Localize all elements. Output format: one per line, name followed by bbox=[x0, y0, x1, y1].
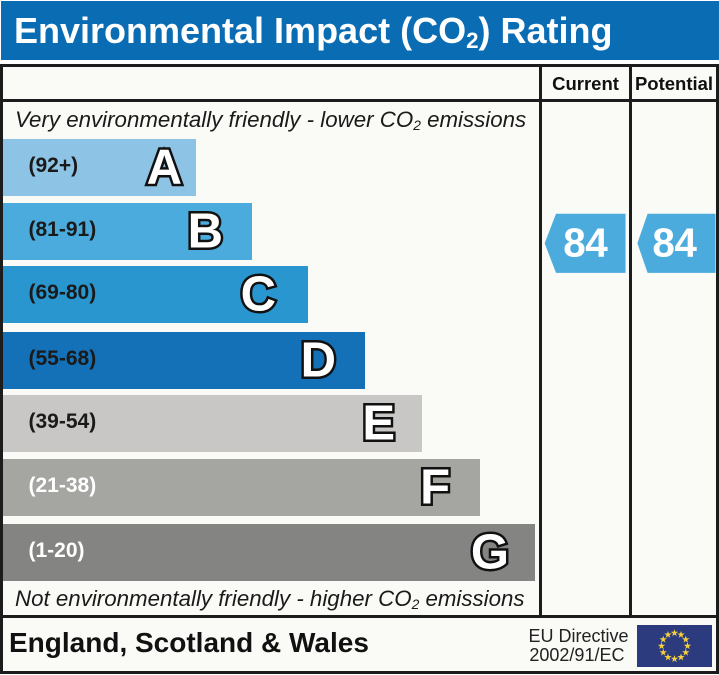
svg-text:F: F bbox=[420, 461, 450, 515]
svg-text:C: C bbox=[240, 268, 275, 322]
svg-text:G: G bbox=[471, 525, 509, 579]
svg-text:E: E bbox=[362, 397, 395, 451]
svg-text:84: 84 bbox=[563, 219, 608, 265]
svg-text:A: A bbox=[146, 141, 181, 195]
svg-text:B: B bbox=[187, 205, 222, 259]
svg-text:D: D bbox=[301, 333, 336, 387]
svg-text:84: 84 bbox=[652, 219, 697, 265]
